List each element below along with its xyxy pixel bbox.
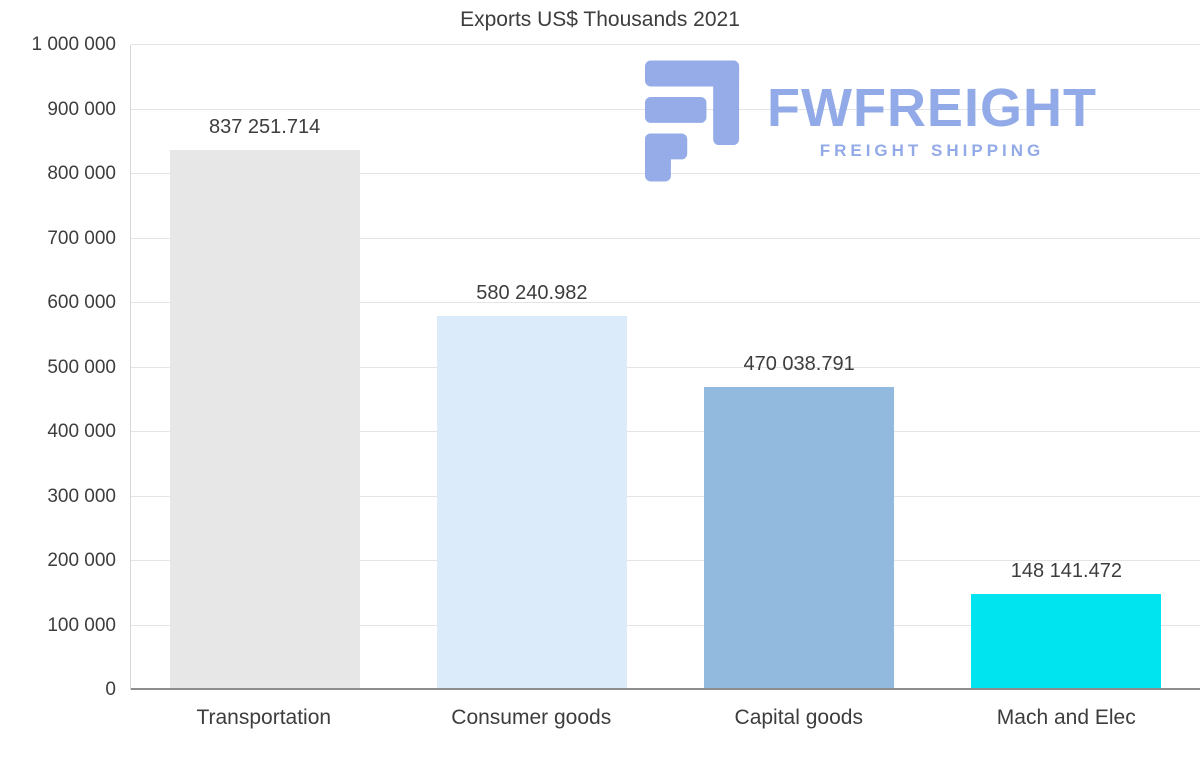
gridline xyxy=(131,237,1200,239)
bar-transportation xyxy=(169,149,360,690)
gridline xyxy=(131,624,1200,626)
y-tick-label: 100 000 xyxy=(47,614,116,636)
y-tick-label: 900 000 xyxy=(47,98,116,120)
gridline xyxy=(131,302,1200,303)
gridline xyxy=(131,495,1200,497)
bar-value-label: 837 251.714 xyxy=(209,115,321,138)
plot-area: 837 251.714 580 240.982 470 038.791 148 141… xyxy=(130,44,1200,690)
y-tick-label: 600 000 xyxy=(47,292,116,313)
gridline xyxy=(131,366,1200,368)
y-tick-label: 700 000 xyxy=(47,227,116,249)
y-tick-label: 800 000 xyxy=(47,163,116,184)
y-tick-label: 1 000 000 xyxy=(31,34,116,55)
chart-title: Exports US$ Thousands 2021 xyxy=(460,8,740,31)
gridline xyxy=(131,44,1200,45)
brand-name: FWFREIGHT xyxy=(767,78,1097,138)
bar-consumer-goods xyxy=(436,315,627,690)
x-category-label: Mach and Elec xyxy=(996,706,1136,729)
fwfreight-logo-icon xyxy=(645,60,740,182)
brand-watermark: FWFREIGHT FREIGHT SHIPPING xyxy=(645,60,1097,182)
y-axis: 0 100 000 200 000 300 000 400 000 500 000 600 … xyxy=(0,34,130,700)
bar-value-label: 148 141.472 xyxy=(1010,560,1122,583)
brand-text-block: FWFREIGHT FREIGHT SHIPPING xyxy=(767,81,1097,161)
y-tick-label: 0 xyxy=(105,679,116,700)
y-tick-label: 500 000 xyxy=(47,356,116,378)
x-axis-line xyxy=(131,688,1200,690)
x-category-label: Capital goods xyxy=(734,706,863,729)
y-tick-label: 200 000 xyxy=(47,550,116,571)
bar-capital-goods xyxy=(704,386,895,690)
gridline xyxy=(131,560,1200,561)
bar-value-label: 580 240.982 xyxy=(476,281,588,304)
x-axis: Transportation Consumer goods Capital good… xyxy=(130,690,1200,763)
bar-value-label: 470 038.791 xyxy=(743,352,855,375)
bar-mach-and-elec xyxy=(971,594,1162,690)
y-tick-label: 400 000 xyxy=(47,421,116,442)
x-category-label: Transportation xyxy=(196,706,332,729)
x-category-label: Consumer goods xyxy=(451,706,612,729)
y-tick-label: 300 000 xyxy=(47,485,116,507)
brand-tagline: FREIGHT SHIPPING xyxy=(819,141,1045,160)
gridline xyxy=(131,431,1200,432)
